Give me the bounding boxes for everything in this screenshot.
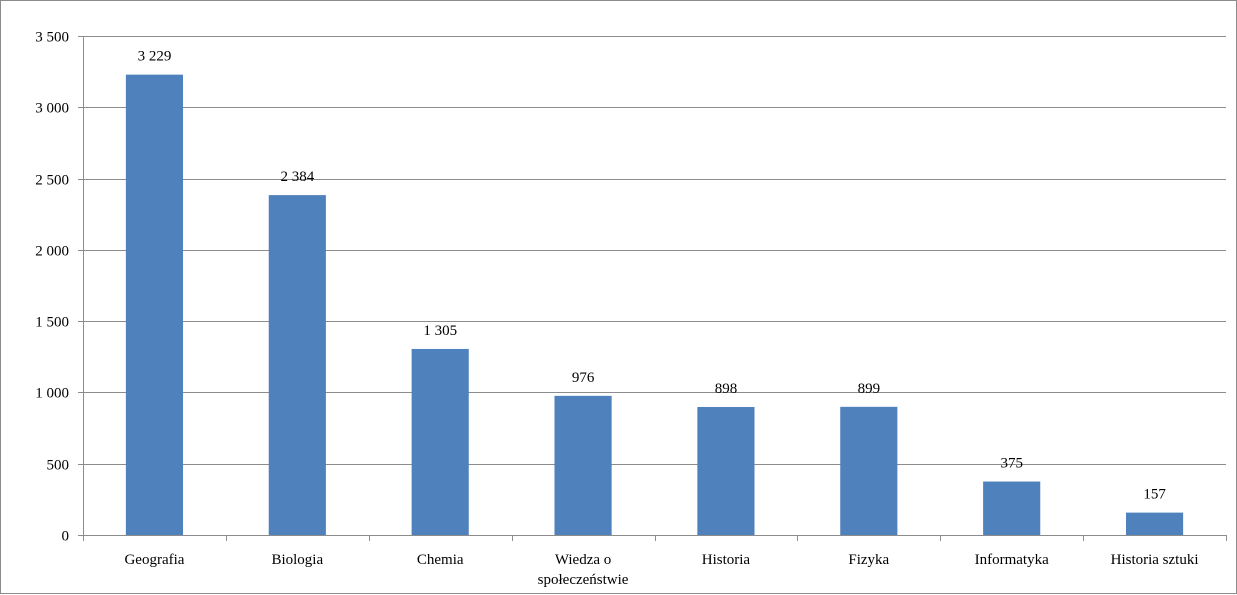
y-tick-label: 3 000 — [35, 101, 69, 117]
bar — [411, 348, 469, 535]
data-label: 3 229 — [138, 49, 172, 65]
data-label: 899 — [858, 381, 881, 397]
bar — [983, 481, 1041, 535]
bar — [697, 406, 755, 535]
bar — [554, 395, 612, 535]
y-tick-label: 2 500 — [35, 173, 69, 189]
bar — [840, 406, 898, 535]
y-tick-label: 500 — [47, 458, 70, 474]
bar — [125, 74, 184, 536]
x-tick-label: Biologia — [271, 552, 323, 568]
bar — [1125, 512, 1184, 535]
y-tick-label: 1 000 — [35, 386, 69, 402]
data-label: 976 — [572, 370, 595, 386]
x-tick-label: Historia sztuki — [1111, 552, 1199, 568]
x-tick-label: Informatyka — [975, 552, 1049, 568]
data-label: 898 — [715, 381, 738, 397]
x-tick-label: Historia — [702, 552, 751, 568]
y-tick-label: 3 500 — [35, 30, 69, 46]
data-label: 1 305 — [423, 323, 457, 339]
data-label: 157 — [1143, 487, 1166, 503]
bar — [268, 195, 326, 535]
data-label: 2 384 — [280, 169, 314, 185]
data-label: 375 — [1000, 456, 1023, 472]
x-tick-label: Fizyka — [848, 552, 889, 568]
x-tick-label: Geografia — [124, 552, 184, 568]
y-tick-label: 1 500 — [35, 315, 69, 331]
x-tick-label: Wiedza o — [555, 552, 611, 568]
x-tick-label: Chemia — [417, 552, 464, 568]
y-tick-label: 2 000 — [35, 244, 69, 260]
y-tick-label: 0 — [62, 529, 70, 545]
x-tick-label: społeczeństwie — [538, 572, 629, 588]
